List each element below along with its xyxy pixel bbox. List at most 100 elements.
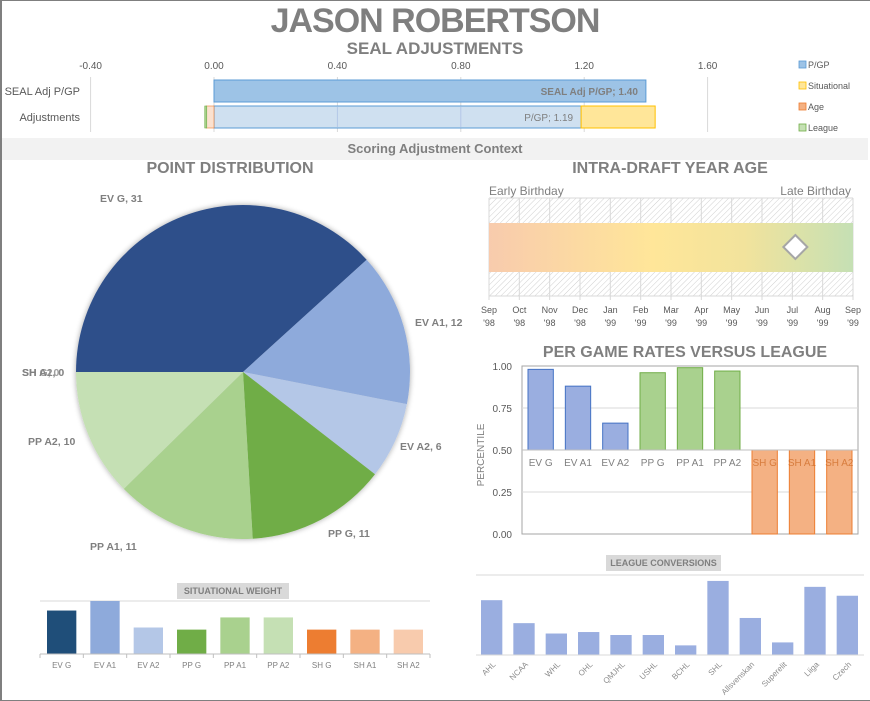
pie-slice-ev-g [76, 204, 367, 372]
month-tick-label: Sep [845, 305, 861, 315]
x-category-label: EV A2 [137, 661, 160, 670]
league-conversions-title: LEAGUE CONVERSIONS [606, 555, 721, 571]
x-category-label: EV A1 [94, 661, 117, 670]
y-tick-label: 1.00 [493, 362, 513, 373]
pie-data-label: SH A1, 0 [22, 367, 64, 379]
category-label: SEAL Adj P/GP [5, 86, 80, 98]
pie-data-label: PP G, 11 [328, 528, 370, 540]
pie-slices [76, 204, 410, 539]
x-category-label: USHL [638, 660, 660, 682]
player-name-title: JASON ROBERTSON [270, 2, 601, 40]
year-tick-label: '99 [786, 318, 798, 328]
year-tick-label: '98 [544, 318, 556, 328]
bar-bchl [675, 645, 697, 655]
x-category-label: Allsvenskan [720, 660, 757, 697]
pie-data-label: PP A1, 11 [90, 541, 137, 553]
x-category-label: EV A1 [564, 458, 592, 469]
bar-ev-g [527, 368, 554, 451]
x-category-label: WHL [543, 660, 562, 679]
bar-ev-a1 [564, 385, 592, 451]
x-tick-label: 0.80 [451, 61, 471, 72]
x-category-label: Liiga [803, 660, 822, 679]
legend-label: League [808, 123, 838, 133]
bar-ev-a2 [602, 422, 629, 451]
year-tick-label: '99 [695, 318, 707, 328]
situational-bar [580, 105, 656, 129]
birthday-marker [781, 233, 809, 261]
x-category-label: SH A2 [825, 458, 854, 469]
legend-swatch [798, 60, 807, 69]
point-distribution-pie: EV G, 31 EV A1, 12 EV A2, 6 PP G, 11 PP A1, … [22, 193, 463, 553]
x-tick-label: 0.00 [204, 61, 224, 72]
month-tick-label: Jun [755, 305, 770, 315]
x-tick-label: -0.40 [79, 61, 102, 72]
intra-draft-age-chart: Early Birthday Late Birthday Sep '98 Oct '98 N… [481, 184, 861, 328]
bar-superelit [772, 642, 794, 655]
month-tick-label: Jul [787, 305, 799, 315]
x-category-label: SH A1 [788, 458, 817, 469]
bar-ev-g [47, 610, 77, 654]
x-category-label: PP A1 [224, 661, 247, 670]
month-tick-label: May [723, 305, 741, 315]
x-tick-label: 1.20 [574, 61, 594, 72]
pie-data-label: SH G, 0 [22, 367, 60, 379]
seal-chart-title: SEAL ADJUSTMENTS [346, 39, 524, 58]
early-birthday-label: Early Birthday [489, 184, 564, 198]
x-category-label: NCAA [508, 660, 531, 683]
x-category-label: PP A2 [267, 661, 290, 670]
bar-ahl [481, 600, 503, 655]
year-tick-label: '99 [604, 318, 616, 328]
bar-czech [836, 595, 858, 655]
bar-qmjhl [610, 635, 632, 655]
legend-label: Age [808, 102, 824, 112]
year-tick-label: '99 [635, 318, 647, 328]
x-category-label: AHL [480, 660, 498, 678]
bar-sh-g [307, 629, 337, 654]
bar-allsvenskan [739, 617, 761, 655]
league-bar [204, 105, 208, 129]
pie-slice-pp-a1 [123, 372, 253, 539]
pie-data-label: EV A1, 12 [415, 317, 463, 329]
month-tick-label: Aug [815, 305, 831, 315]
pgp-data-label: P/GP; 1.19 [524, 113, 573, 124]
y-tick-label: 0.25 [493, 488, 513, 499]
bar-sh-a1 [350, 629, 380, 654]
seal-adj-bar [213, 79, 647, 103]
legend-label: Situational [808, 81, 850, 91]
year-tick-label: '99 [847, 318, 859, 328]
bar-pp-a1 [676, 367, 704, 451]
x-category-label: PP G [182, 661, 201, 670]
per-game-rates-chart: 0.00 0.25 0.50 0.75 1.00 PERCENTILE EV G EV A1 E… [476, 362, 859, 541]
bar-ev-a2 [133, 627, 163, 654]
situational-weight-title: SITUATIONAL WEIGHT [177, 583, 289, 599]
month-tick-label: Nov [542, 305, 559, 315]
year-tick-label: '99 [817, 318, 829, 328]
bar-ushl [642, 635, 664, 655]
bar-sh-a2 [393, 629, 423, 654]
month-tick-label: Apr [694, 305, 708, 315]
league-conversions-chart: AHL NCAA WHL OHL QMJHL USHL BCHL SHLAllsvenskan… [476, 574, 864, 697]
y-tick-label: 0.00 [493, 530, 513, 541]
x-category-label: Czech [831, 660, 853, 682]
bar-sh-a1 [788, 449, 816, 535]
x-category-label: SHL [707, 660, 725, 678]
legend-swatch [798, 102, 807, 111]
x-category-label: SH G [752, 458, 777, 469]
year-tick-label: '99 [665, 318, 677, 328]
legend-label: P/GP [808, 60, 830, 70]
x-category-label: EV G [529, 458, 553, 469]
bar-pp-g [639, 372, 666, 451]
pie-slice-ev-a2 [243, 372, 407, 475]
pie-chart-title: POINT DISTRIBUTION [146, 160, 314, 177]
month-tick-label: Feb [633, 305, 649, 315]
pie-data-label: SH A2, 0 [22, 367, 64, 379]
x-category-label: BCHL [670, 660, 692, 682]
late-birthday-label: Late Birthday [780, 184, 851, 198]
bar-liiga [804, 586, 826, 655]
year-tick-label: '98 [574, 318, 586, 328]
x-category-label: EV G [52, 661, 71, 670]
y-tick-label: 0.75 [493, 404, 513, 415]
y-axis-label: PERCENTILE [476, 423, 487, 486]
pie-slice-pp-g [243, 372, 375, 539]
year-tick-label: '98 [483, 318, 495, 328]
